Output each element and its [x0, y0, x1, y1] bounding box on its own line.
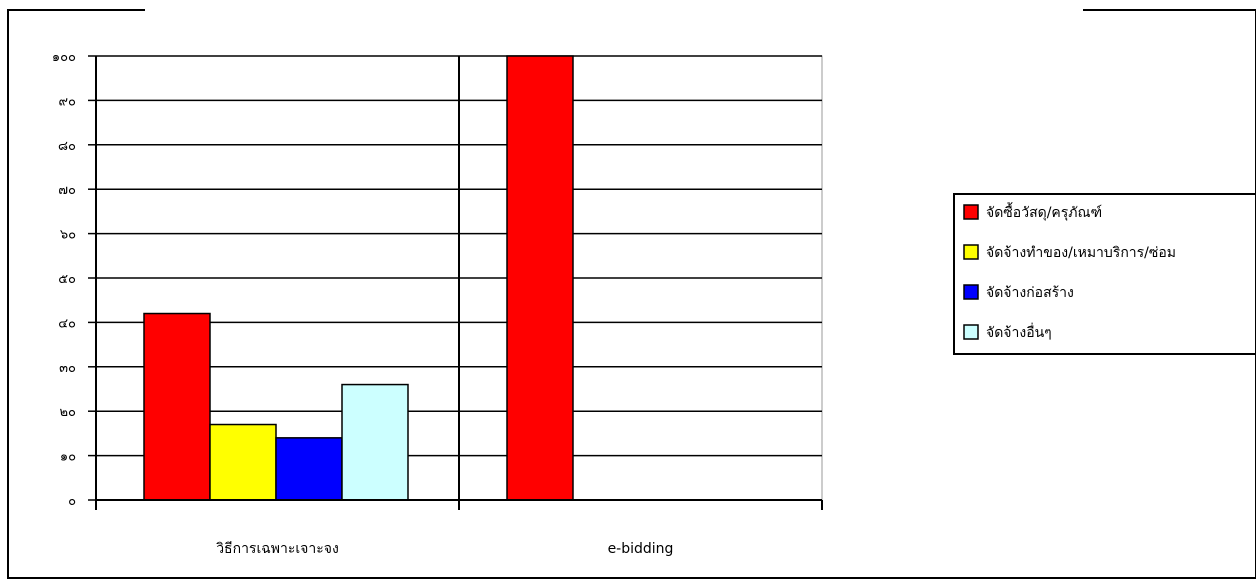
chart-border	[7, 9, 1256, 579]
bar	[341, 383, 409, 501]
x-category-label: e-bidding	[608, 541, 674, 557]
legend-swatch	[963, 204, 979, 220]
bar	[275, 437, 343, 501]
y-tick-label: ๙๐	[59, 94, 77, 109]
y-tick-label: ๔๐	[58, 316, 76, 331]
chart-border-line	[7, 9, 1256, 579]
bar	[209, 423, 277, 501]
legend-swatch	[963, 244, 979, 260]
y-tick-label: ๐	[68, 494, 76, 509]
y-tick-label: ๕๐	[58, 272, 76, 287]
legend-label: จัดจ้างก่อสร้าง	[986, 285, 1074, 301]
bar	[506, 55, 574, 501]
legend-label: จัดจ้างอื่นๆ	[986, 323, 1052, 341]
y-tick-label: ๓๐	[59, 361, 76, 376]
x-axis-category-labels: วิธีการเฉพาะเจาะจง e-bidding	[216, 541, 673, 557]
x-category-label: วิธีการเฉพาะเจาะจง	[216, 541, 339, 557]
y-tick-label: ๗๐	[58, 183, 76, 198]
legend-label: จัดจ้างทำของ/เหมาบริการ/ซ่อม	[986, 245, 1176, 261]
y-tick-label: ๑๐๐	[52, 50, 76, 65]
y-tick-label: ๖๐	[60, 228, 76, 243]
y-axis-tick-labels: ๐ ๑๐ ๒๐ ๓๐ ๔๐ ๕๐ ๖๐ ๗๐ ๘๐ ๙๐ ๑๐๐	[52, 50, 76, 509]
bar	[143, 312, 211, 501]
axes	[88, 55, 823, 510]
y-tick-label: ๑๐	[60, 450, 76, 465]
y-tick-label: ๒๐	[59, 405, 76, 420]
legend-swatch	[963, 324, 979, 340]
legend-box	[953, 193, 1256, 355]
y-tick-label: ๘๐	[58, 139, 76, 154]
legend-swatch	[963, 284, 979, 300]
legend-label: จัดซื้อวัสดุ/ครุภัณฑ์	[986, 202, 1102, 221]
legend: จัดซื้อวัสดุ/ครุภัณฑ์จัดจ้างทำของ/เหมาบร…	[953, 193, 1256, 355]
